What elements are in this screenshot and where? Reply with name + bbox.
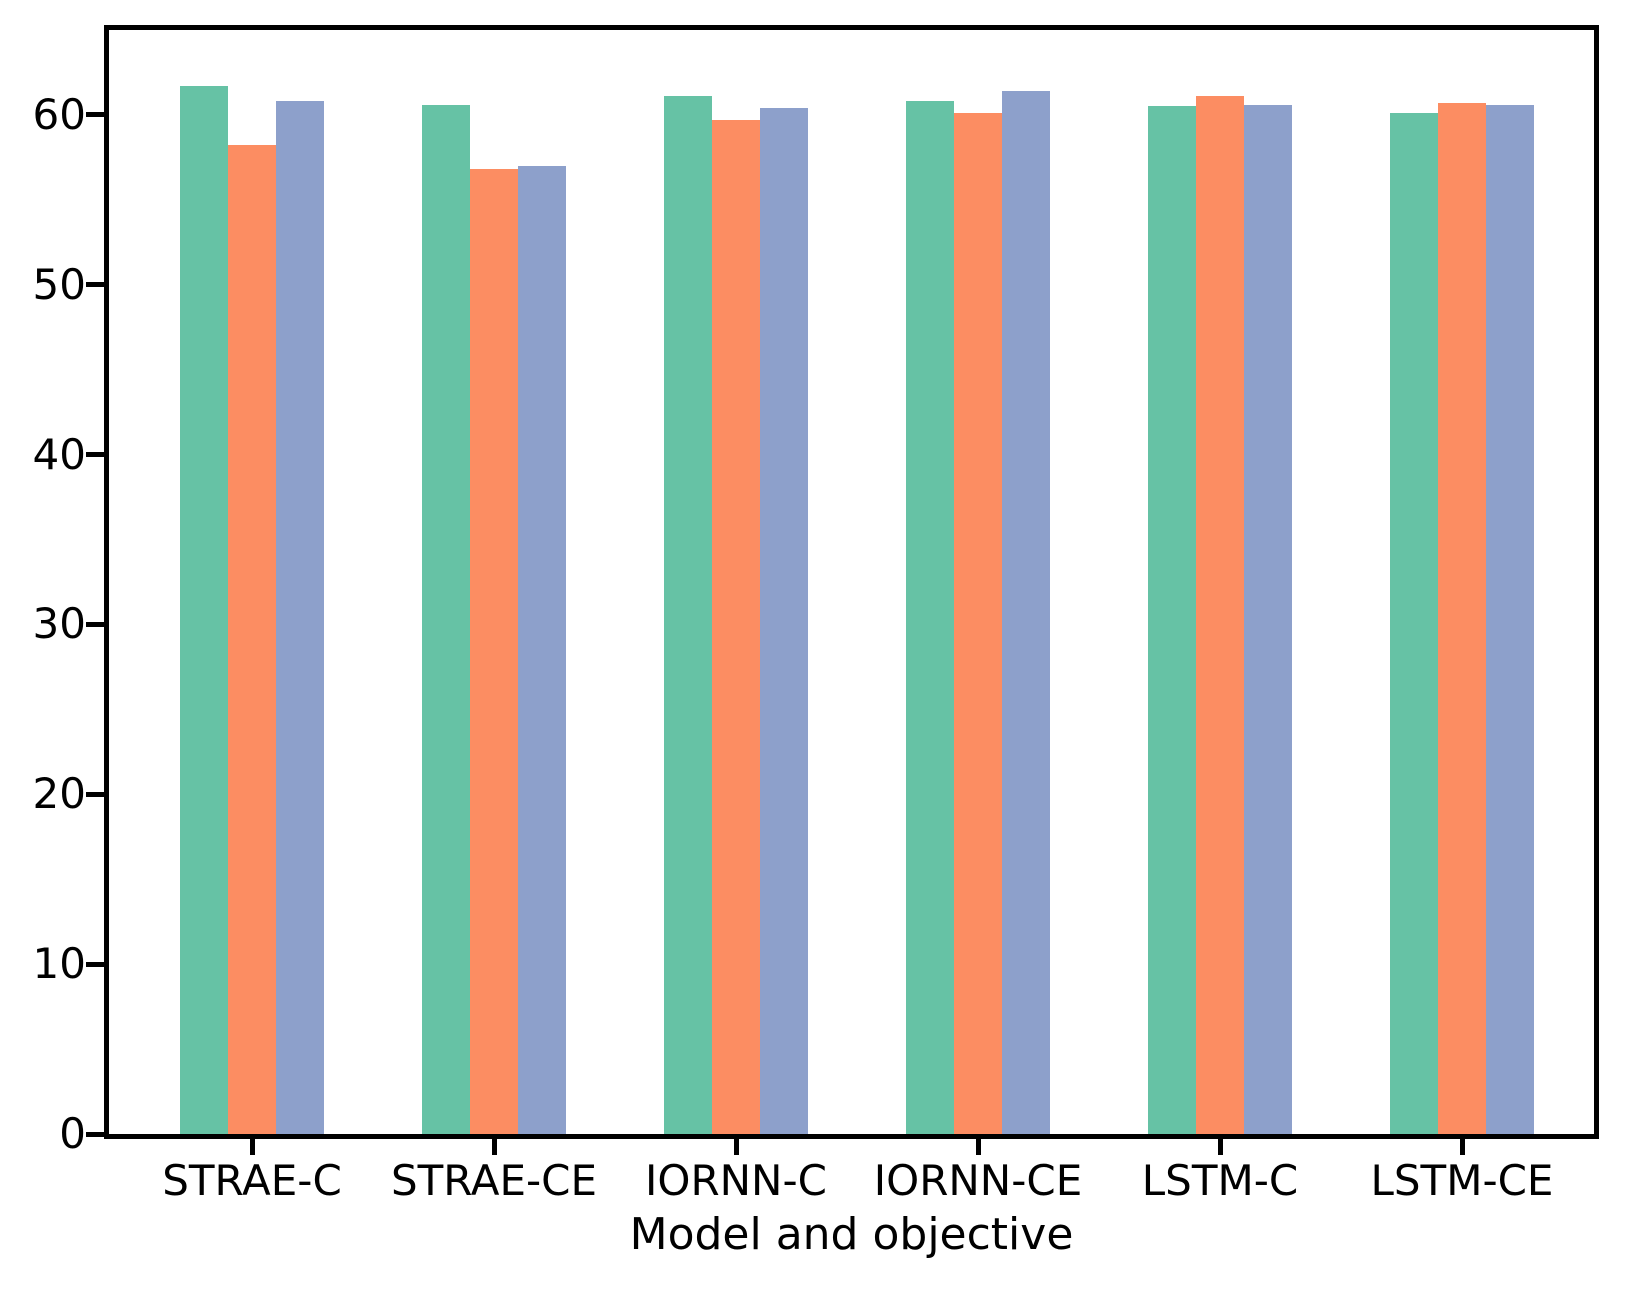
bar-orange-IORNN-CE (954, 113, 1002, 1134)
y-tick-label-10: 10 (32, 939, 86, 989)
x-tick-label-IORNN-CE: IORNN-CE (873, 1156, 1083, 1205)
bar-blue-STRAE-C (276, 101, 324, 1134)
bar-orange-LSTM-C (1196, 96, 1244, 1134)
y-tick-mark-40 (86, 452, 104, 458)
y-tick-label-0: 0 (59, 1109, 86, 1158)
x-tick-mark-STRAE-C (249, 1139, 255, 1155)
y-tick-mark-60 (86, 112, 104, 118)
bar-orange-LSTM-CE (1438, 103, 1486, 1134)
bar-orange-STRAE-CE (470, 169, 518, 1134)
x-tick-label-STRAE-C: STRAE-C (162, 1156, 342, 1205)
bar-blue-IORNN-C (760, 108, 808, 1134)
x-tick-mark-IORNN-CE (975, 1139, 981, 1155)
plot-area (104, 25, 1599, 1139)
y-tick-label-30: 30 (32, 599, 86, 649)
x-tick-label-LSTM-C: LSTM-C (1141, 1156, 1299, 1205)
x-tick-mark-LSTM-CE (1459, 1139, 1465, 1155)
bar-green-IORNN-CE (906, 101, 954, 1134)
bar-green-STRAE-CE (422, 104, 470, 1134)
bar-blue-LSTM-CE (1486, 104, 1534, 1134)
x-tick-mark-STRAE-CE (491, 1139, 497, 1155)
y-tick-label-40: 40 (32, 429, 86, 479)
bar-blue-IORNN-CE (1002, 91, 1050, 1134)
x-axis-title: Model and objective (629, 1209, 1074, 1260)
y-tick-mark-30 (86, 621, 104, 627)
x-tick-mark-LSTM-C (1217, 1139, 1223, 1155)
y-tick-mark-10 (86, 961, 104, 967)
x-tick-label-STRAE-CE: STRAE-CE (390, 1156, 598, 1205)
y-tick-label-60: 60 (32, 89, 86, 139)
bar-blue-LSTM-C (1244, 104, 1292, 1134)
bar-green-STRAE-C (180, 86, 228, 1134)
y-tick-label-50: 50 (32, 259, 86, 309)
x-tick-label-IORNN-C: IORNN-C (645, 1156, 827, 1205)
bar-blue-STRAE-CE (518, 165, 566, 1134)
x-tick-mark-IORNN-C (733, 1139, 739, 1155)
y-tick-label-20: 20 (32, 769, 86, 819)
y-tick-mark-0 (86, 1131, 104, 1137)
x-tick-label-LSTM-CE: LSTM-CE (1370, 1156, 1554, 1205)
y-tick-mark-20 (86, 791, 104, 797)
bar-green-IORNN-C (664, 96, 712, 1134)
bar-orange-IORNN-C (712, 120, 760, 1134)
y-tick-mark-50 (86, 282, 104, 288)
bar-green-LSTM-C (1148, 106, 1196, 1134)
bar-orange-STRAE-C (228, 145, 276, 1134)
bar-green-LSTM-CE (1390, 113, 1438, 1134)
